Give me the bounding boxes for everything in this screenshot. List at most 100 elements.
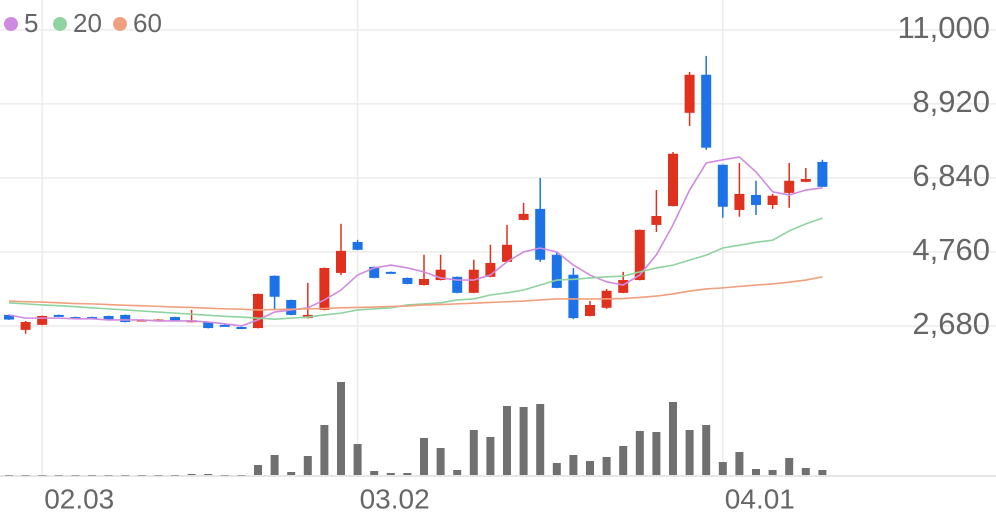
candle-body bbox=[468, 269, 479, 293]
volume-bar bbox=[718, 462, 727, 475]
candle-body bbox=[502, 244, 512, 262]
candle-body bbox=[37, 315, 48, 325]
volume-bar bbox=[121, 475, 130, 476]
y-tick-label: 4,760 bbox=[912, 232, 990, 267]
candle-body bbox=[419, 278, 429, 286]
candle-body bbox=[634, 229, 645, 281]
candle-body bbox=[336, 250, 346, 273]
candle-body bbox=[219, 324, 230, 327]
candle-body bbox=[518, 213, 529, 220]
candle-body bbox=[751, 195, 761, 205]
candle-body bbox=[120, 314, 131, 323]
volume-bar bbox=[171, 475, 179, 476]
candle-body bbox=[352, 241, 363, 250]
volume-bar bbox=[436, 448, 445, 475]
volume-bar bbox=[137, 475, 146, 476]
volume-bar bbox=[187, 474, 196, 475]
volume-bar bbox=[735, 452, 744, 475]
x-tick-label: 04.01 bbox=[725, 483, 795, 514]
candle-body bbox=[568, 274, 579, 319]
volume-bar bbox=[669, 402, 677, 475]
candle-body bbox=[800, 179, 811, 182]
volume-bar bbox=[586, 461, 594, 475]
volume-bar bbox=[635, 431, 644, 475]
candle-body bbox=[170, 317, 180, 321]
volume-bar bbox=[519, 407, 528, 475]
volume-bar bbox=[353, 444, 362, 475]
volume-bar bbox=[204, 474, 213, 475]
volume-bar bbox=[337, 382, 345, 475]
candle-body bbox=[203, 322, 214, 329]
legend-label: 5 bbox=[24, 8, 38, 38]
volume-bar bbox=[569, 455, 578, 475]
volume-bar bbox=[785, 458, 794, 475]
volume-bar bbox=[768, 470, 777, 475]
candle-body bbox=[385, 271, 396, 274]
volume-bar bbox=[270, 455, 279, 475]
ma-line bbox=[8, 156, 823, 327]
volume-bar bbox=[420, 438, 428, 475]
candle-body bbox=[435, 269, 446, 281]
volume-bar bbox=[685, 430, 694, 475]
grid bbox=[0, 0, 996, 475]
volume-bar bbox=[536, 404, 545, 475]
candle-body bbox=[253, 293, 263, 329]
candle-body bbox=[402, 277, 413, 284]
candle-body bbox=[551, 254, 562, 288]
candle-body bbox=[701, 74, 712, 148]
volume-bar bbox=[702, 425, 711, 475]
candle-body bbox=[767, 195, 778, 205]
candle-body bbox=[369, 266, 380, 278]
volume-bar bbox=[104, 475, 113, 476]
x-tick-label: 02.03 bbox=[44, 483, 114, 514]
candle-body bbox=[236, 327, 247, 330]
legend-marker bbox=[113, 17, 127, 31]
volume-bar bbox=[88, 475, 96, 476]
volume-bar bbox=[386, 473, 395, 475]
x-tick-label: 03.02 bbox=[360, 483, 430, 514]
candle-body bbox=[668, 153, 678, 207]
volume-bar bbox=[287, 472, 296, 475]
candle-body bbox=[53, 314, 64, 317]
candle-body bbox=[103, 315, 114, 320]
candle-body bbox=[585, 304, 595, 316]
candle-body bbox=[485, 262, 496, 277]
candle-body bbox=[817, 161, 828, 187]
candle-body bbox=[684, 74, 695, 113]
volume-bar bbox=[619, 446, 628, 475]
y-tick-label: 6,840 bbox=[912, 158, 990, 193]
volume-bar bbox=[154, 475, 163, 476]
volume-bar bbox=[752, 469, 760, 475]
volume-bar bbox=[5, 475, 13, 476]
candle-body bbox=[4, 314, 14, 320]
volume-bar bbox=[602, 457, 611, 475]
legend-label: 20 bbox=[73, 8, 102, 38]
volume-bar bbox=[469, 430, 478, 475]
ma-line bbox=[8, 217, 823, 320]
volume-bar bbox=[254, 465, 262, 475]
legend-label: 60 bbox=[133, 8, 162, 38]
volume-bar bbox=[652, 432, 661, 475]
ma-line bbox=[8, 276, 823, 311]
candle-body bbox=[20, 322, 31, 330]
legend-marker bbox=[53, 17, 67, 31]
candle-body bbox=[452, 276, 463, 293]
volume-bar bbox=[486, 437, 495, 475]
candle-body bbox=[784, 180, 795, 193]
y-tick-label: 11,000 bbox=[897, 10, 990, 45]
volume-bar bbox=[71, 475, 80, 476]
candle-body bbox=[717, 164, 728, 207]
volume-bar bbox=[403, 473, 412, 475]
volume-bar bbox=[801, 468, 810, 475]
candle-body bbox=[535, 208, 546, 260]
volume-bar bbox=[303, 456, 312, 475]
candle-body bbox=[734, 193, 745, 210]
volume-bar bbox=[453, 470, 462, 475]
legend-marker bbox=[4, 17, 18, 31]
volume-bar bbox=[503, 406, 511, 475]
volume-bar bbox=[220, 475, 229, 476]
candle-body bbox=[269, 275, 280, 297]
candle-body bbox=[618, 280, 629, 293]
volume-bar bbox=[818, 470, 827, 475]
